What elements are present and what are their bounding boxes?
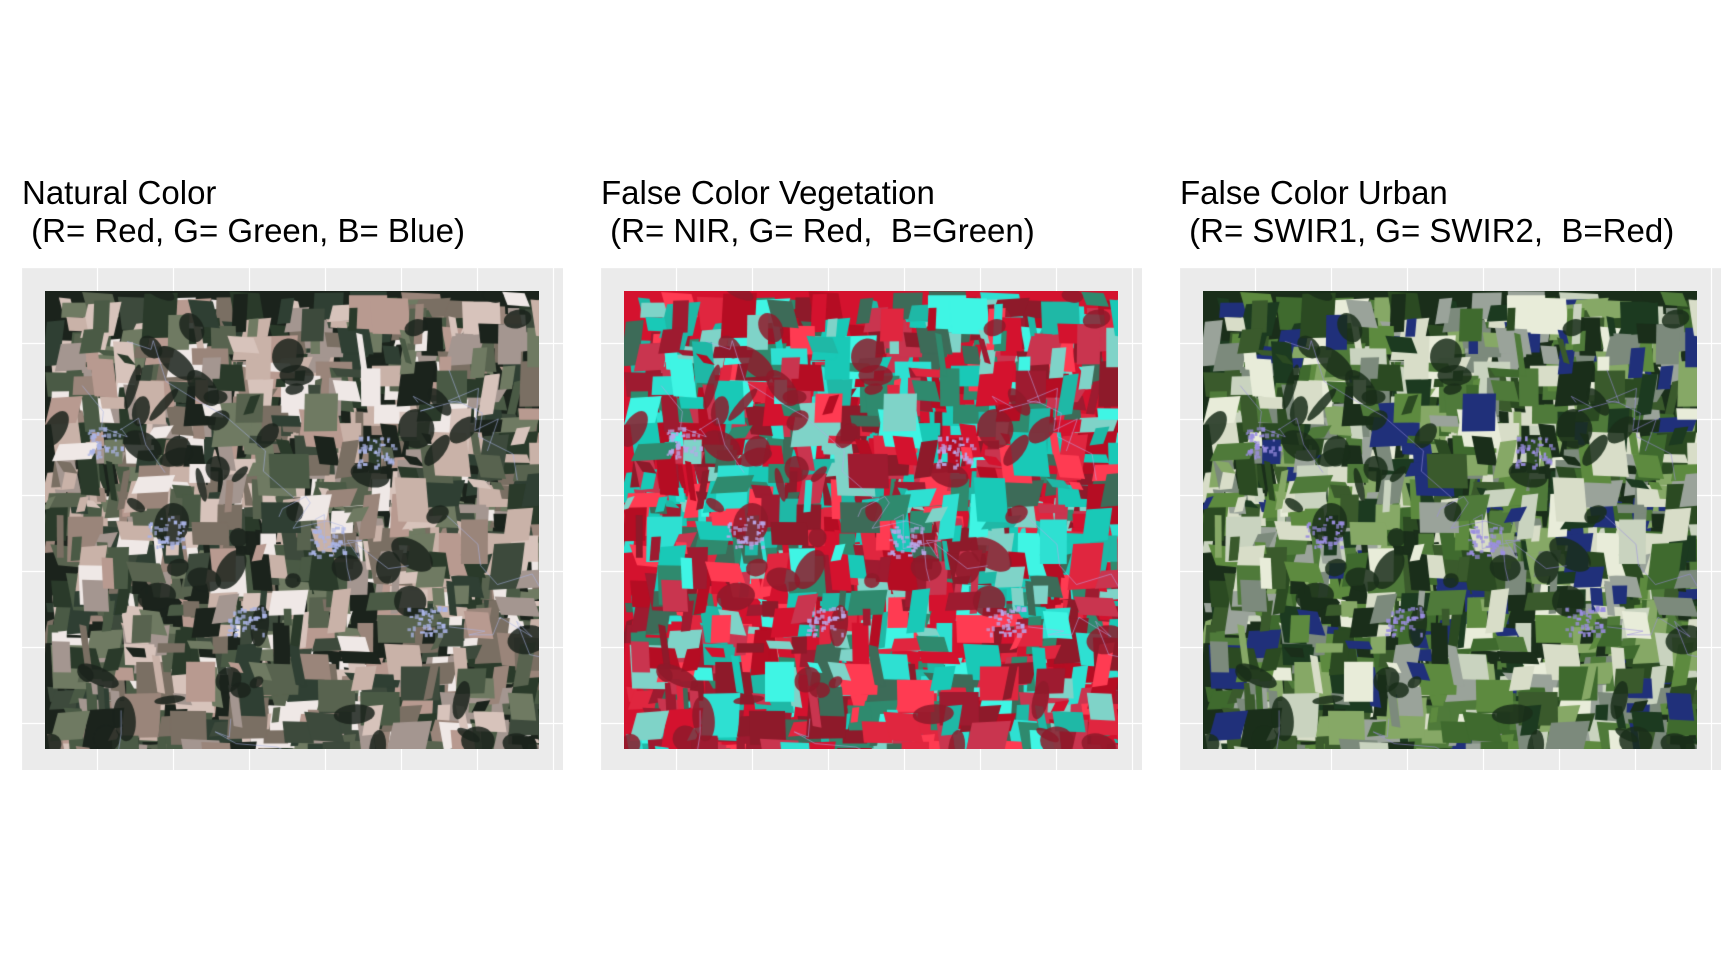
- panel-false-color-vegetation: False Color Vegetation (R= NIR, G= Red, …: [600, 0, 1146, 960]
- panel-title-line2: (R= NIR, G= Red, B=Green): [601, 212, 1035, 249]
- panel-title: Natural Color (R= Red, G= Green, B= Blue…: [22, 174, 465, 250]
- plot-background: [600, 267, 1142, 770]
- plot-background: [1179, 267, 1721, 770]
- panel-title-line1: Natural Color: [22, 174, 217, 211]
- raster-image-false-color-urban: [1203, 291, 1697, 749]
- panel-title-line2: (R= SWIR1, G= SWIR2, B=Red): [1180, 212, 1675, 249]
- raster-image-natural-color: [45, 291, 539, 749]
- panel-title-line1: False Color Vegetation: [601, 174, 935, 211]
- panel-title: False Color Vegetation (R= NIR, G= Red, …: [601, 174, 1035, 250]
- raster-image-false-color-vegetation: [624, 291, 1118, 749]
- panel-title: False Color Urban (R= SWIR1, G= SWIR2, B…: [1180, 174, 1674, 250]
- panel-title-line2: (R= Red, G= Green, B= Blue): [22, 212, 465, 249]
- panel-natural-color: Natural Color (R= Red, G= Green, B= Blue…: [21, 0, 567, 960]
- plot-background: [21, 267, 563, 770]
- panel-title-line1: False Color Urban: [1180, 174, 1448, 211]
- panel-false-color-urban: False Color Urban (R= SWIR1, G= SWIR2, B…: [1179, 0, 1725, 960]
